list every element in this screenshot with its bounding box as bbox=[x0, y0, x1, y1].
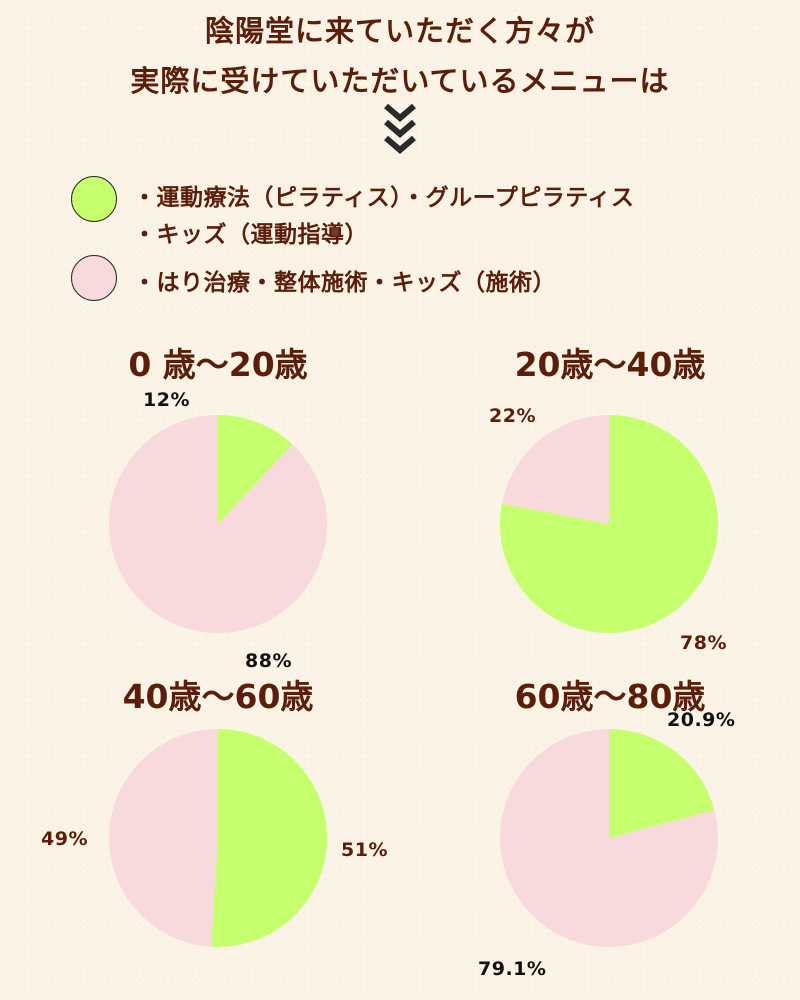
pie-0-20-slice-1 bbox=[109, 415, 328, 633]
legend-swatch-pink bbox=[71, 255, 117, 301]
pie-chart-20-40 bbox=[500, 415, 719, 633]
pie-40-60-slice-1 bbox=[109, 729, 218, 947]
chart-title-20-40: 20歳〜40歳 bbox=[514, 345, 706, 384]
legend-label-pink: ・はり治療・整体施術・キッズ（施術） bbox=[133, 270, 556, 296]
pie-60-80-label-pink: 79.1% bbox=[478, 958, 547, 980]
legend-label-green-line-1: ・運動療法（ピラティス）・グループピラティス bbox=[133, 185, 635, 211]
pie-60-80-label-green: 20.9% bbox=[667, 709, 736, 731]
chart-title-40-60: 40歳〜60歳 bbox=[122, 677, 314, 716]
pie-chart-60-80 bbox=[499, 729, 718, 947]
triple-chevron-down-icon bbox=[384, 103, 416, 154]
pie-0-20-slice-0 bbox=[218, 415, 293, 524]
pie-40-60-slice-0 bbox=[211, 729, 328, 947]
legend-label-green-line-2: ・キッズ（運動指導） bbox=[133, 222, 368, 248]
pie-20-40-label-green: 78% bbox=[680, 632, 727, 654]
pie-40-60-label-green: 51% bbox=[341, 839, 388, 861]
pie-0-20-label-green: 12% bbox=[143, 389, 190, 411]
pie-20-40-slice-0 bbox=[500, 415, 719, 633]
pie-20-40-label-pink: 22% bbox=[489, 405, 536, 427]
pie-20-40-slice-1 bbox=[501, 415, 609, 524]
chart-title-60-80: 60歳〜80歳 bbox=[514, 677, 706, 716]
pie-60-80-slice-1 bbox=[499, 729, 718, 947]
pie-chart-40-60 bbox=[109, 729, 328, 947]
chart-title-0-20: 0 歳〜20歳 bbox=[128, 345, 308, 384]
legend-swatch-green bbox=[71, 176, 117, 222]
pie-60-80-slice-0 bbox=[609, 729, 715, 838]
page-title-line-1: 陰陽堂に来ていただく方々が bbox=[204, 14, 595, 48]
pie-chart-0-20 bbox=[109, 415, 328, 633]
pie-40-60-label-pink: 49% bbox=[41, 828, 88, 850]
page-title-line-2: 実際に受けていただいているメニューは bbox=[130, 64, 670, 98]
pie-0-20-label-pink: 88% bbox=[245, 650, 292, 672]
